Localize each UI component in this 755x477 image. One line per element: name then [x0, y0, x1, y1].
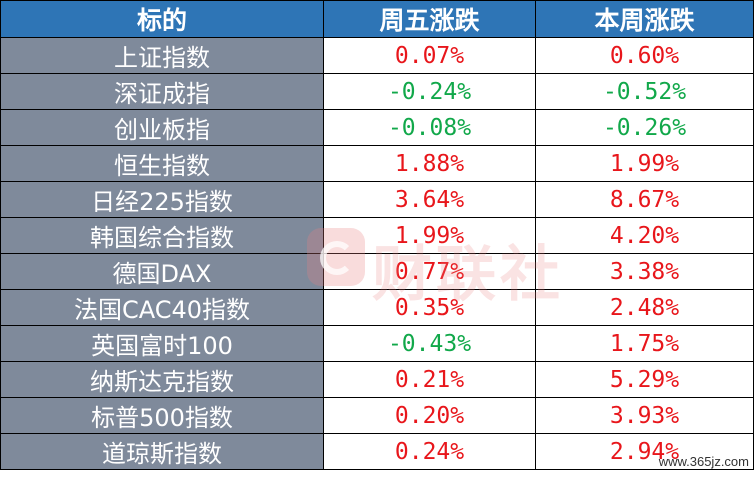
- friday-change-value: -0.24%: [323, 73, 536, 110]
- table-row: 上证指数 0.07% 0.60%: [0, 37, 754, 74]
- table-body: 上证指数 0.07% 0.60% 深证成指 -0.24% -0.52% 创业板指 -0.08%…: [0, 37, 754, 470]
- table-row: 恒生指数 1.88% 1.99%: [0, 145, 754, 182]
- weekly-change-value: 1.75%: [535, 325, 754, 362]
- table-row: 创业板指 -0.08% -0.26%: [0, 109, 754, 146]
- table-row: 法国CAC40指数 0.35% 2.48%: [0, 289, 754, 326]
- friday-change-value: -0.08%: [323, 109, 536, 146]
- friday-change-value: 0.77%: [323, 253, 536, 290]
- instrument-name: 德国DAX: [0, 253, 324, 290]
- friday-change-value: 0.21%: [323, 361, 536, 398]
- table-row: 韩国综合指数 1.99% 4.20%: [0, 217, 754, 254]
- instrument-name: 法国CAC40指数: [0, 289, 324, 326]
- friday-change-value: 0.07%: [323, 37, 536, 74]
- friday-change-value: 0.20%: [323, 397, 536, 434]
- table-row: 德国DAX 0.77% 3.38%: [0, 253, 754, 290]
- instrument-name: 标普500指数: [0, 397, 324, 434]
- weekly-change-value: -0.52%: [535, 73, 754, 110]
- friday-change-value: 0.24%: [323, 433, 536, 470]
- friday-change-value: 0.35%: [323, 289, 536, 326]
- weekly-change-value: 2.48%: [535, 289, 754, 326]
- weekly-change-value: 3.38%: [535, 253, 754, 290]
- table-row: 英国富时100 -0.43% 1.75%: [0, 325, 754, 362]
- weekly-change-value: 2.94%: [535, 433, 754, 470]
- table-row: 深证成指 -0.24% -0.52%: [0, 73, 754, 110]
- table-row: 纳斯达克指数 0.21% 5.29%: [0, 361, 754, 398]
- instrument-name: 纳斯达克指数: [0, 361, 324, 398]
- weekly-change-value: 5.29%: [535, 361, 754, 398]
- instrument-name: 上证指数: [0, 37, 324, 74]
- instrument-name: 韩国综合指数: [0, 217, 324, 254]
- weekly-change-value: -0.26%: [535, 109, 754, 146]
- instrument-name: 道琼斯指数: [0, 433, 324, 470]
- header-instrument: 标的: [0, 0, 324, 38]
- table-row: 道琼斯指数 0.24% 2.94%: [0, 433, 754, 470]
- header-weekly-change: 本周涨跌: [535, 0, 754, 38]
- weekly-change-value: 3.93%: [535, 397, 754, 434]
- header-friday-change: 周五涨跌: [323, 0, 536, 38]
- weekly-change-value: 1.99%: [535, 145, 754, 182]
- friday-change-value: 1.99%: [323, 217, 536, 254]
- table-row: 标普500指数 0.20% 3.93%: [0, 397, 754, 434]
- instrument-name: 日经225指数: [0, 181, 324, 218]
- instrument-name: 恒生指数: [0, 145, 324, 182]
- friday-change-value: -0.43%: [323, 325, 536, 362]
- instrument-name: 创业板指: [0, 109, 324, 146]
- friday-change-value: 1.88%: [323, 145, 536, 182]
- table-row: 日经225指数 3.64% 8.67%: [0, 181, 754, 218]
- weekly-change-value: 8.67%: [535, 181, 754, 218]
- weekly-change-value: 0.60%: [535, 37, 754, 74]
- weekly-change-value: 4.20%: [535, 217, 754, 254]
- instrument-name: 深证成指: [0, 73, 324, 110]
- table-header-row: 标的 周五涨跌 本周涨跌: [0, 0, 754, 38]
- instrument-name: 英国富时100: [0, 325, 324, 362]
- friday-change-value: 3.64%: [323, 181, 536, 218]
